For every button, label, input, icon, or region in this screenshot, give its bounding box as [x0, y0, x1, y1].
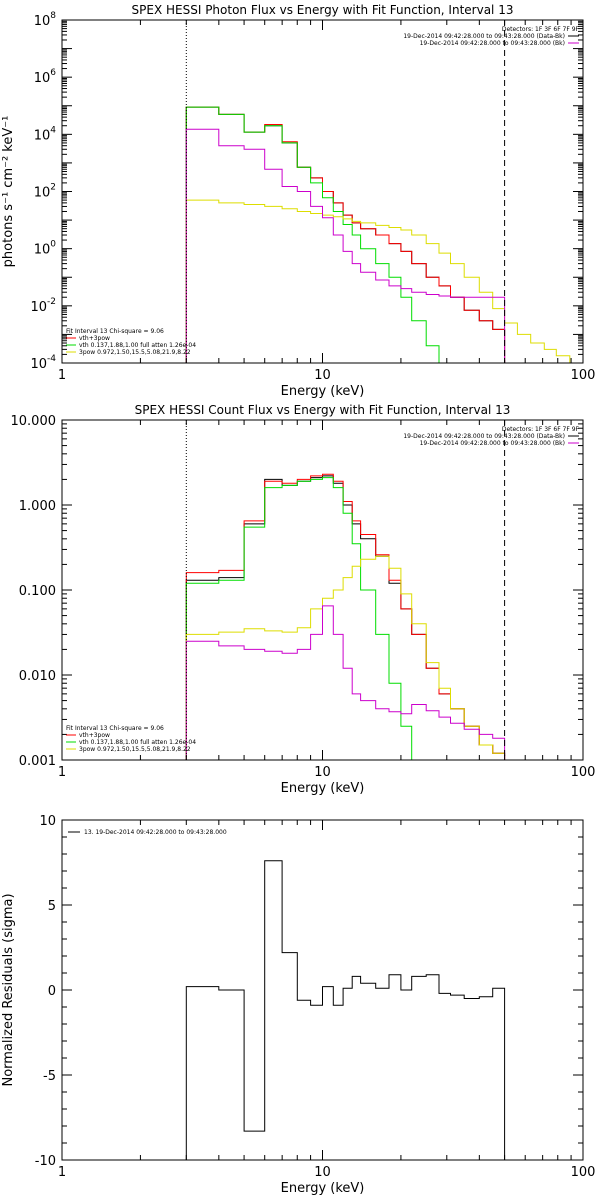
y-tick-exponent: 8 [50, 11, 56, 21]
legend-entry: 13. 19-Dec-2014 09:42:28.000 to 09:43:28… [84, 829, 227, 836]
legend-right-entry: 19-Dec-2014 09:42:28.000 to 09:43:28.000… [420, 40, 565, 47]
legend-left-entry: Fit Interval 13 Chi-square = 9.06 [66, 328, 164, 335]
y-tick-exponent: 2 [50, 183, 56, 193]
y-tick-exponent: 0 [50, 240, 56, 250]
legend-left-entry: vth 0.137,1.88,1.00 full atten 1.26e-04 [79, 739, 196, 746]
x-tick-label: 10 [314, 765, 331, 780]
y-tick-label: 1.000 [19, 499, 56, 514]
y-tick-base: 10 [30, 357, 47, 372]
y-tick-base: 10 [34, 243, 51, 258]
x-tick-label: 1 [58, 1165, 66, 1180]
y-tick-label: 5 [48, 899, 56, 914]
legend-right-entry: 19-Dec-2014 09:42:28.000 to 09:43:28.000… [403, 33, 565, 40]
series-group [185, 860, 506, 1160]
x-axis-label: Energy (keV) [281, 1181, 365, 1196]
series-line-3 [185, 477, 427, 760]
legend-left-entry: vth 0.137,1.88,1.00 full atten 1.26e-04 [79, 342, 196, 349]
y-tick-label: 100 [34, 240, 57, 258]
y-tick-label: 104 [34, 125, 57, 143]
y-tick-label: 10.000 [11, 414, 57, 429]
series-line-5 [185, 128, 506, 363]
y-tick-label: 0.010 [19, 669, 56, 684]
x-tick-label: 10 [314, 1165, 331, 1180]
legend-left-entry: vth+3pow [79, 335, 110, 342]
y-tick-label: -10 [35, 1154, 56, 1169]
y-axis-label: Normalized Residuals (sigma) [1, 893, 16, 1086]
y-tick-label: 10-2 [30, 297, 56, 315]
series-line-1 [185, 475, 506, 760]
y-tick-exponent: 4 [50, 125, 56, 135]
legend-right-entry: Detectors: 1F 3F 6F 7F 9F [502, 26, 580, 33]
y-axis-label: photons s⁻¹ cm⁻² keV⁻¹ [1, 116, 16, 268]
x-tick-label: 100 [571, 765, 596, 780]
x-tick-label: 100 [571, 368, 596, 383]
chart-title: SPEX HESSI Photon Flux vs Energy with Fi… [132, 3, 514, 17]
y-tick-label: -5 [43, 1069, 56, 1084]
y-tick-label: 0 [48, 984, 56, 999]
y-tick-label: 10 [39, 814, 56, 829]
y-tick-base: 10 [34, 186, 51, 201]
legend-right-entry: Detectors: 1F 3F 6F 7F 9F [502, 426, 580, 433]
series-line-2 [185, 473, 506, 760]
legend-right-entry: 19-Dec-2014 09:42:28.000 to 09:43:28.000… [420, 440, 565, 447]
series-line-5 [185, 605, 506, 760]
series-group [185, 473, 506, 760]
x-tick-label: 10 [314, 368, 331, 383]
series-line-1 [185, 860, 506, 1160]
x-tick-label: 1 [58, 765, 66, 780]
x-tick-label: 100 [571, 1165, 596, 1180]
y-tick-base: 10 [34, 14, 51, 29]
legend-left-entry: vth+3pow [79, 732, 110, 739]
y-tick-label: 0.100 [19, 584, 56, 599]
y-tick-base: 10 [30, 300, 47, 315]
series-line-4 [185, 199, 583, 363]
series-line-3 [185, 106, 447, 363]
series-group [185, 106, 583, 363]
y-tick-label: 108 [34, 11, 57, 29]
legend-right-entry: 19-Dec-2014 09:42:28.000 to 09:43:28.000… [403, 433, 565, 440]
x-axis-label: Energy (keV) [281, 781, 365, 796]
y-tick-exponent: 6 [50, 68, 56, 78]
y-tick-label: 0.001 [19, 754, 56, 769]
x-tick-label: 1 [58, 368, 66, 383]
y-tick-exponent: -4 [47, 354, 56, 364]
y-tick-label: 10-4 [30, 354, 56, 372]
chart-panel-2: 1 10 100 0.001 0.010 0.100 1.000 10.000 SPEX HES… [11, 403, 596, 796]
legend-left-entry: Fit Interval 13 Chi-square = 9.06 [66, 725, 164, 732]
series-line-4 [185, 555, 506, 760]
legend-left-entry: 3pow 0.972,1.50,15.5,5.08,21.9,8.22 [79, 349, 191, 356]
legend-left-entry: 3pow 0.972,1.50,15.5,5.08,21.9,8.22 [79, 746, 191, 753]
y-tick-base: 10 [34, 71, 51, 86]
y-tick-exponent: -2 [47, 297, 56, 307]
y-tick-label: 106 [34, 68, 57, 86]
x-axis-label: Energy (keV) [281, 384, 365, 399]
y-tick-base: 10 [34, 128, 51, 143]
chart-title: SPEX HESSI Count Flux vs Energy with Fit… [135, 403, 511, 417]
y-tick-label: 102 [34, 183, 56, 201]
